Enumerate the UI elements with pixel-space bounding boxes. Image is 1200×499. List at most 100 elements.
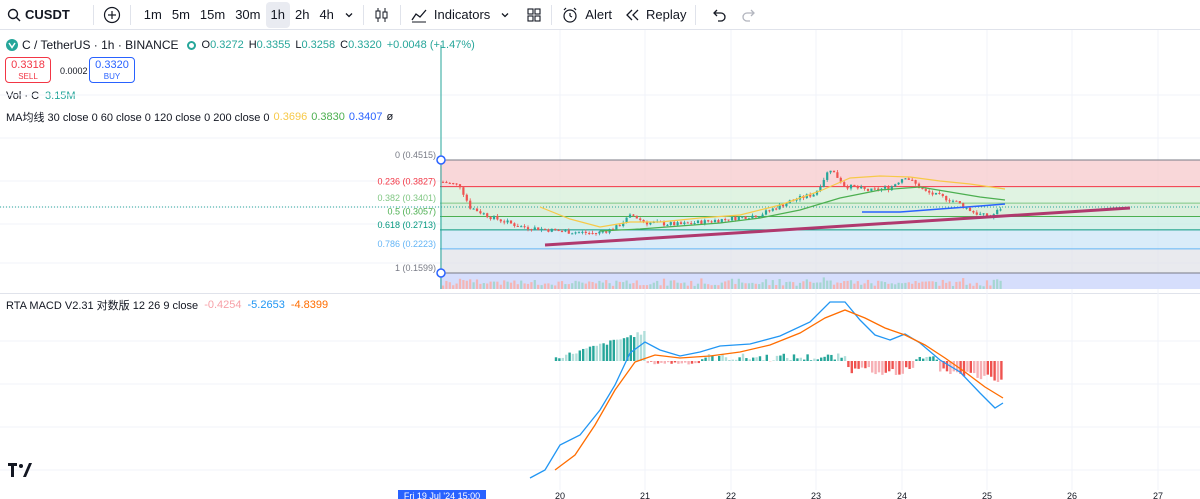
macd-histogram-bar <box>918 356 921 361</box>
candle-body <box>802 196 805 199</box>
volume-bar <box>472 282 475 289</box>
candle-body <box>741 216 744 218</box>
candle-body <box>628 214 632 218</box>
alert-button[interactable]: Alert <box>556 2 617 28</box>
indicators-dropdown[interactable] <box>495 2 515 28</box>
layouts-button[interactable] <box>521 2 547 28</box>
undo-button[interactable] <box>706 2 732 28</box>
candle-body <box>832 170 836 173</box>
candle-body <box>720 219 723 223</box>
macd-histogram-bar <box>843 356 847 361</box>
volume-bar <box>496 281 499 289</box>
symbol-title[interactable]: C / TetherUS · 1h · BINANCE <box>22 38 179 52</box>
volume-bar <box>567 284 570 289</box>
candle-body <box>526 227 530 230</box>
sell-button[interactable]: 0.3318 SELL <box>5 57 51 83</box>
volume-bar <box>642 285 645 289</box>
compare-symbol-button[interactable] <box>98 2 126 28</box>
rewind-icon <box>624 8 640 22</box>
candle-body <box>560 231 564 233</box>
volume-bar <box>832 284 836 289</box>
candle-body <box>486 213 489 218</box>
current-time-label: Fri 19 Jul '24 15:00 <box>404 491 480 499</box>
timeframe-30m[interactable]: 30m <box>235 7 261 22</box>
tradingview-logo[interactable] <box>8 463 32 482</box>
candle-body <box>897 182 900 185</box>
redo-button[interactable] <box>736 2 762 28</box>
candle-body <box>934 192 938 195</box>
timeframe-1m[interactable]: 1m <box>143 7 162 22</box>
volume-bar <box>856 281 859 289</box>
macd-histogram-bar <box>820 357 823 361</box>
sell-price: 0.3318 <box>11 59 45 71</box>
indicators-button[interactable]: Indicators <box>405 2 495 28</box>
volume-bar <box>523 283 526 289</box>
candle-body <box>727 219 730 221</box>
candle-body <box>492 215 496 220</box>
buy-button[interactable]: 0.3320 BUY <box>89 57 135 83</box>
volume-bar <box>907 282 910 289</box>
timeframe-4h[interactable]: 4h <box>319 7 334 22</box>
symbol-search[interactable]: CUSDT <box>2 2 75 28</box>
ma-legend[interactable]: MA均线 30 close 0 60 close 0 120 close 0 2… <box>6 109 393 125</box>
candle-body <box>666 224 669 226</box>
candle-body <box>669 222 672 225</box>
candle-body <box>455 183 458 185</box>
volume-bar <box>465 280 468 289</box>
macd-legend[interactable]: RTA MACD V2.31 对数版 12 26 9 close -0.4254… <box>6 297 328 313</box>
candle-body <box>843 182 846 186</box>
volume-bar <box>486 283 489 289</box>
candle-body <box>673 222 676 226</box>
candle-body <box>713 220 717 223</box>
candle-body <box>639 218 642 220</box>
chevron-down-icon <box>500 10 510 20</box>
candle-body <box>564 230 567 232</box>
volume-bar <box>863 283 866 289</box>
candle-body <box>530 229 533 231</box>
timeframe-5m[interactable]: 5m <box>171 7 190 22</box>
candle-body <box>656 221 659 223</box>
replay-button[interactable]: Replay <box>619 2 691 28</box>
candle-body <box>962 203 965 208</box>
volume-bar <box>557 281 560 289</box>
volume-bar <box>849 280 853 289</box>
fib-zone <box>440 229 1200 249</box>
candle-body <box>788 200 791 204</box>
candle-body <box>873 188 876 190</box>
divider <box>362 4 364 25</box>
candle-body <box>785 203 788 207</box>
volume-bar <box>448 282 451 289</box>
candle-body <box>945 196 948 201</box>
candle-body <box>601 231 604 233</box>
macd-histogram-bar <box>721 354 724 361</box>
ma-value: 0.3830 <box>311 111 345 123</box>
chart-type-button[interactable] <box>368 2 396 28</box>
ma-extra: ø <box>386 111 394 123</box>
candle-body <box>826 172 829 180</box>
macd-histogram-bar <box>962 361 966 377</box>
volume-bar <box>710 285 713 289</box>
volume-bar <box>526 283 530 289</box>
ma-label: MA均线 30 close 0 60 close 0 120 close 0 2… <box>6 112 270 124</box>
macd-histogram-bar <box>690 361 694 364</box>
chevron-down-icon <box>344 10 354 20</box>
macd-histogram-bar <box>605 344 609 361</box>
candle-body <box>690 223 693 225</box>
timeframe-15m[interactable]: 15m <box>199 7 226 22</box>
timeframe-1h[interactable]: 1h <box>265 1 290 28</box>
fib-level-label: 0 (0.4515) <box>395 150 436 160</box>
timeframe-2h[interactable]: 2h <box>294 7 310 22</box>
macd-histogram-bar <box>758 356 762 361</box>
volume-bar <box>883 282 887 289</box>
macd-histogram-bar <box>857 361 860 369</box>
timeframe-dropdown[interactable] <box>339 2 359 28</box>
candle-body <box>812 194 815 197</box>
search-icon <box>7 8 21 22</box>
volume-legend[interactable]: Vol · C 3.15M <box>6 90 76 102</box>
macd-histogram-bar <box>735 359 738 361</box>
macd-histogram-bar <box>629 335 632 361</box>
candle-body <box>751 215 754 219</box>
indicators-icon <box>410 6 428 24</box>
volume-bar <box>686 285 689 289</box>
